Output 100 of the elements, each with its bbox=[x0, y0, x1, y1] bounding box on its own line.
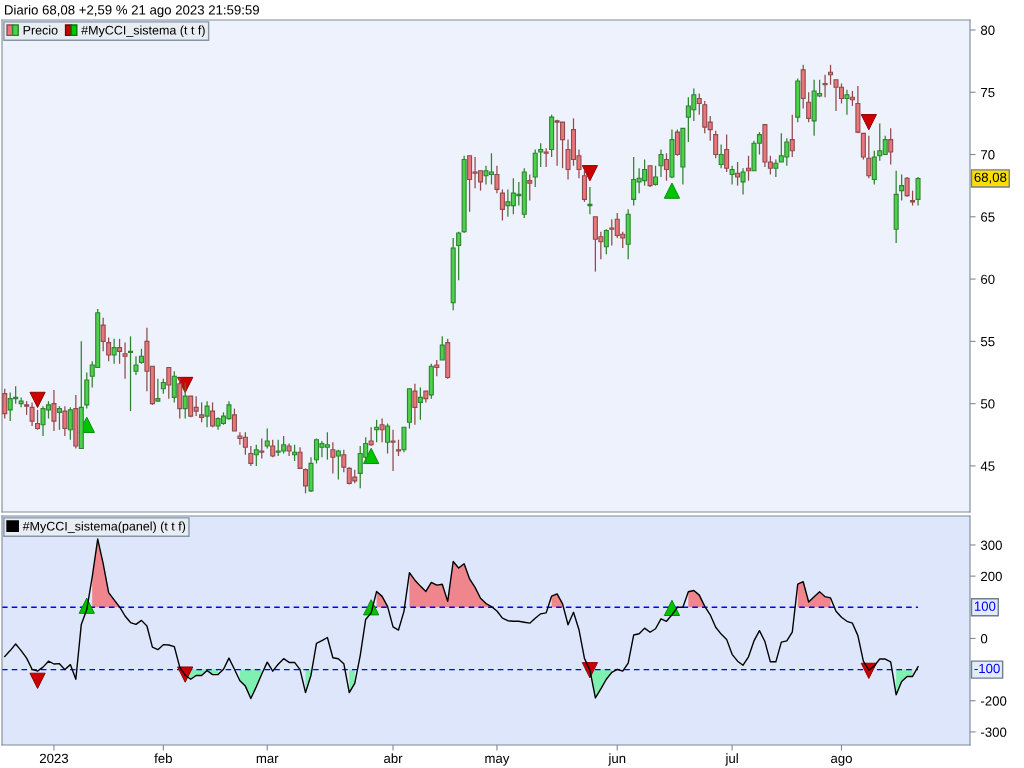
candlestick bbox=[653, 165, 659, 187]
candlestick bbox=[106, 336, 112, 362]
candlestick bbox=[368, 426, 374, 447]
candlestick bbox=[499, 188, 505, 222]
candlestick bbox=[871, 150, 877, 186]
text: 68,08 bbox=[974, 172, 1007, 184]
candlestick bbox=[844, 89, 850, 116]
y-tick-label: 0 bbox=[980, 634, 988, 644]
candlestick bbox=[171, 370, 177, 404]
candlestick bbox=[264, 427, 270, 450]
candlestick bbox=[647, 165, 653, 188]
candlestick bbox=[439, 335, 445, 361]
candlestick bbox=[724, 133, 730, 173]
candlestick bbox=[587, 186, 593, 215]
candlestick bbox=[2, 388, 8, 420]
candlestick bbox=[231, 407, 237, 432]
candlestick bbox=[713, 130, 719, 159]
candlestick bbox=[259, 437, 265, 460]
candlestick bbox=[127, 335, 134, 412]
candlestick bbox=[740, 167, 746, 196]
x-tick-label: feb bbox=[154, 753, 172, 764]
candlestick bbox=[822, 74, 828, 98]
candlestick bbox=[581, 170, 587, 203]
candlestick bbox=[696, 92, 702, 116]
candlestick bbox=[29, 401, 35, 427]
candlestick bbox=[674, 128, 680, 157]
y-tick-label: 50 bbox=[980, 399, 995, 409]
candlestick bbox=[773, 158, 779, 178]
candlestick bbox=[330, 441, 336, 475]
candlestick bbox=[718, 143, 724, 169]
legend-label: #MyCCI_sistema(panel) (t t f) bbox=[22, 521, 186, 534]
candlestick bbox=[210, 401, 216, 428]
candlestick bbox=[390, 429, 396, 472]
candlestick bbox=[735, 161, 741, 187]
candlestick bbox=[456, 231, 462, 281]
candlestick bbox=[199, 401, 205, 423]
candlestick bbox=[494, 165, 500, 194]
candlestick bbox=[417, 386, 423, 421]
candlestick bbox=[789, 114, 795, 158]
x-tick-label: jun bbox=[608, 753, 626, 766]
candlestick bbox=[341, 449, 347, 473]
y-tick-label: 55 bbox=[980, 337, 995, 347]
y-tick-label: -200 bbox=[981, 696, 1007, 706]
candlestick bbox=[904, 176, 910, 198]
x-tick-label: jul bbox=[725, 753, 738, 766]
x-tick-label: abr bbox=[384, 753, 403, 764]
y-tick-label: 45 bbox=[980, 461, 995, 471]
candlestick bbox=[915, 176, 921, 207]
legend-label: #MyCCI_sistema (t t f) bbox=[81, 25, 205, 38]
y-tick-label: 80 bbox=[980, 25, 995, 35]
candlestick bbox=[603, 228, 609, 255]
candlestick bbox=[166, 366, 172, 400]
candlestick bbox=[303, 467, 309, 494]
y-tick-label: 300 bbox=[980, 540, 1002, 550]
candlestick bbox=[67, 406, 73, 441]
candlestick bbox=[56, 405, 62, 431]
candlestick bbox=[335, 449, 341, 481]
candlestick bbox=[133, 355, 139, 376]
candlestick bbox=[51, 389, 57, 432]
x-tick-label: mar bbox=[256, 755, 279, 764]
candlestick bbox=[297, 446, 303, 470]
candlestick bbox=[204, 400, 210, 428]
candlestick bbox=[527, 173, 533, 202]
candlestick bbox=[806, 91, 812, 123]
y-tick-label: 200 bbox=[981, 571, 1002, 582]
candlestick bbox=[111, 338, 117, 365]
candlestick bbox=[100, 317, 106, 352]
chart-title: Diario 68,08 +2,59 % 21 ago 2023 21:59:59 bbox=[5, 4, 259, 18]
candlestick bbox=[888, 127, 894, 166]
y-tick-label: -300 bbox=[981, 727, 1007, 737]
candlestick bbox=[155, 378, 161, 402]
candlestick bbox=[899, 173, 905, 202]
candlestick bbox=[18, 396, 24, 408]
y-tick-label: 70 bbox=[981, 150, 995, 160]
candlestick bbox=[543, 147, 549, 168]
candlestick bbox=[62, 405, 68, 437]
candlestick bbox=[35, 409, 41, 431]
candlestick bbox=[122, 341, 128, 380]
candlestick bbox=[253, 444, 259, 467]
x-tick-label: may bbox=[485, 755, 510, 766]
candlestick bbox=[860, 132, 866, 161]
candlestick bbox=[385, 422, 391, 455]
y-tick-label: 60 bbox=[981, 274, 995, 284]
candlestick bbox=[532, 148, 538, 188]
x-tick-label: ago bbox=[831, 755, 852, 766]
y-tick-label: 65 bbox=[981, 212, 995, 222]
ref-line-label: -100 bbox=[974, 663, 1000, 674]
y-tick-label: 75 bbox=[981, 87, 995, 98]
candlestick bbox=[248, 445, 254, 467]
candlestick bbox=[866, 135, 872, 179]
candlestick bbox=[729, 165, 735, 186]
candlestick bbox=[401, 426, 407, 453]
candlestick bbox=[412, 383, 418, 426]
candlestick bbox=[658, 148, 664, 178]
ref-line-label: 100 bbox=[974, 601, 996, 611]
x-tick-label: 2023 bbox=[39, 753, 69, 764]
candlestick bbox=[538, 142, 544, 168]
candlestick bbox=[663, 152, 669, 182]
candlestick bbox=[182, 381, 188, 420]
candlestick bbox=[117, 338, 123, 365]
